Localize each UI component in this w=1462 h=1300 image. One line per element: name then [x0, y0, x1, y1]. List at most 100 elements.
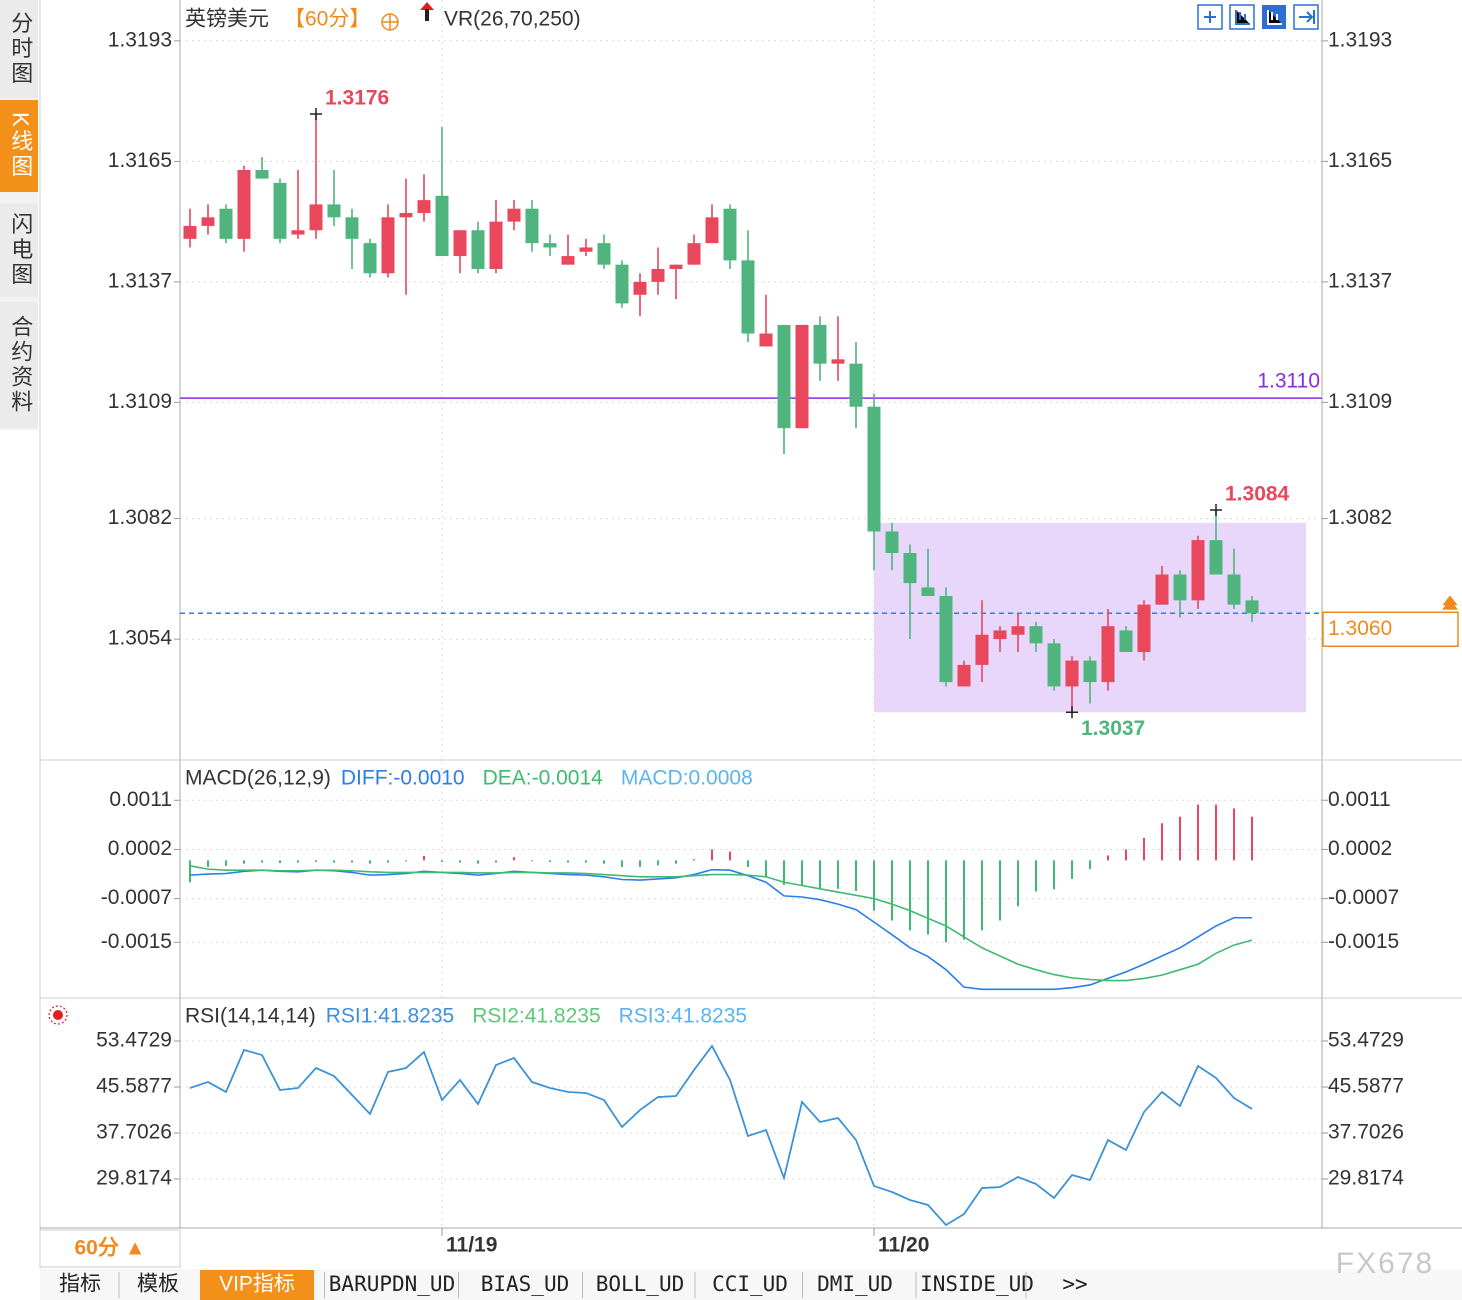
footer-tab[interactable]: INSIDE_UD	[920, 1272, 1034, 1296]
last-price-arrow	[1441, 595, 1459, 610]
extreme-marker	[310, 108, 322, 121]
y-tick-label-right: 53.4729	[1328, 1029, 1404, 1052]
y-tick-label: 1.3109	[108, 390, 172, 413]
candle-body	[921, 587, 935, 597]
sidebar-tab-label: 闪电图	[8, 213, 33, 288]
candle-body	[237, 169, 251, 239]
panel-title: MACD(26,12,9)	[185, 767, 331, 790]
y-tick-label-right: 1.3137	[1328, 269, 1392, 292]
indicator-line	[189, 1044, 1253, 1227]
sidebar-tab[interactable]	[0, 203, 38, 297]
candle-body	[813, 324, 827, 364]
y-tick-label-right: 1.3109	[1328, 390, 1392, 413]
candle-body	[633, 281, 647, 295]
footer-tab[interactable]: CCI_UD	[712, 1272, 788, 1296]
footer-tab[interactable]: 模板	[137, 1273, 179, 1296]
footer-tab[interactable]: >>	[1062, 1272, 1087, 1296]
candle-body	[1227, 574, 1241, 605]
footer-tabs: 指标 模板 VIP指标 BARUPDN_UD BIAS_UD BOLL_UD CCI_UD D…	[59, 1270, 1088, 1300]
candle-body	[777, 324, 791, 429]
y-tick-label: 1.3165	[108, 149, 172, 172]
y-tick-label-right: 37.7026	[1328, 1121, 1404, 1144]
candle-body	[795, 324, 809, 429]
add-icon[interactable]	[381, 13, 399, 31]
legend-entry: RSI1:41.8235	[326, 1005, 454, 1028]
indicator-label: VR(26,70,250)	[444, 8, 581, 31]
candle-body	[957, 664, 971, 687]
candle-body	[489, 221, 503, 269]
y-tick-label: 1.3193	[108, 28, 172, 51]
extreme-label: 1.3176	[325, 87, 389, 110]
footer-tab[interactable]: BIAS_UD	[481, 1272, 570, 1296]
footer-tab[interactable]: VIP指标	[219, 1273, 295, 1296]
candle-body	[417, 200, 431, 214]
legend-entry: DEA:-0.0014	[483, 767, 604, 790]
rsi-icon[interactable]	[48, 1005, 68, 1025]
y-tick-label: -0.0007	[101, 886, 172, 909]
candle-body	[345, 217, 359, 239]
plot: 1.3193 1.3193 1.3165 1.3165 1.3137 1.3137 1.31…	[96, 0, 1459, 1257]
y-tick-label: 1.3082	[108, 506, 172, 529]
legend-entry: RSI2:41.8235	[472, 1005, 600, 1028]
candle-body	[975, 634, 989, 665]
legend-entry: DIFF:-0.0010	[341, 767, 465, 790]
period-label: 【60分】	[284, 8, 370, 31]
sidebar-tab[interactable]	[0, 302, 38, 428]
footer-tab[interactable]: BOLL_UD	[596, 1272, 685, 1296]
extreme-marker	[1210, 503, 1222, 516]
sidebar-tab[interactable]	[0, 0, 38, 98]
candle-body	[903, 553, 917, 584]
sidebar-tab-label: 合约资料	[8, 315, 33, 415]
footer-tab[interactable]: DMI_UD	[817, 1272, 893, 1296]
legend-entry: MACD:0.0008	[621, 767, 753, 790]
y-tick-label: 0.0002	[108, 837, 172, 860]
extreme-marker	[1066, 706, 1078, 719]
candle-body	[309, 204, 323, 231]
candle-body	[363, 243, 377, 274]
candle-body	[759, 333, 773, 347]
candle-body	[543, 243, 557, 248]
sidebar-tab-label: K线图	[8, 112, 33, 180]
candle-body	[1119, 630, 1133, 652]
footer-tab-bg	[200, 1270, 314, 1300]
candle-body	[255, 169, 269, 179]
candle-body	[507, 208, 521, 222]
sidebar-tab[interactable]	[0, 100, 38, 192]
candle-body	[327, 204, 341, 218]
extreme-label: 1.3084	[1225, 483, 1290, 506]
y-tick-label-right: 1.3165	[1328, 149, 1392, 172]
x-tick-label: 11/20	[878, 1234, 929, 1257]
candle-body	[1029, 626, 1043, 644]
y-tick-label: 1.3054	[108, 627, 173, 650]
candle-body	[471, 230, 485, 269]
candle-body	[1173, 574, 1187, 601]
footer-tab[interactable]: BARUPDN_UD	[329, 1272, 455, 1296]
y-tick-label-right: 45.5877	[1328, 1075, 1404, 1098]
candle-body	[885, 531, 899, 554]
y-tick-label: 1.3137	[108, 269, 172, 292]
period-button-label[interactable]: 60分 ▲	[75, 1237, 146, 1260]
candle-body	[831, 359, 845, 364]
symbol-title: 英镑美元	[185, 8, 269, 31]
candle-body	[1245, 600, 1259, 614]
sidebar-tab-label: 分时图	[8, 12, 33, 87]
candle-body	[849, 363, 863, 407]
candle-body	[273, 182, 287, 239]
y-tick-label-right: -0.0007	[1328, 886, 1399, 909]
candle-body	[291, 230, 305, 235]
toolbar[interactable]	[1197, 4, 1319, 30]
candle-body	[1083, 660, 1097, 683]
y-tick-label: -0.0015	[101, 930, 172, 953]
last-price-label: 1.3060	[1328, 617, 1392, 640]
candle-body	[597, 243, 611, 265]
candle-body	[183, 225, 197, 239]
indicator-line	[189, 1044, 1253, 1227]
y-tick-label: 45.5877	[96, 1075, 172, 1098]
period-button[interactable]	[39, 1229, 181, 1268]
candle-body	[993, 630, 1007, 640]
footer-tab[interactable]: 指标	[59, 1273, 101, 1296]
candle-body	[1137, 604, 1151, 652]
y-tick-label: 29.8174	[96, 1167, 172, 1190]
